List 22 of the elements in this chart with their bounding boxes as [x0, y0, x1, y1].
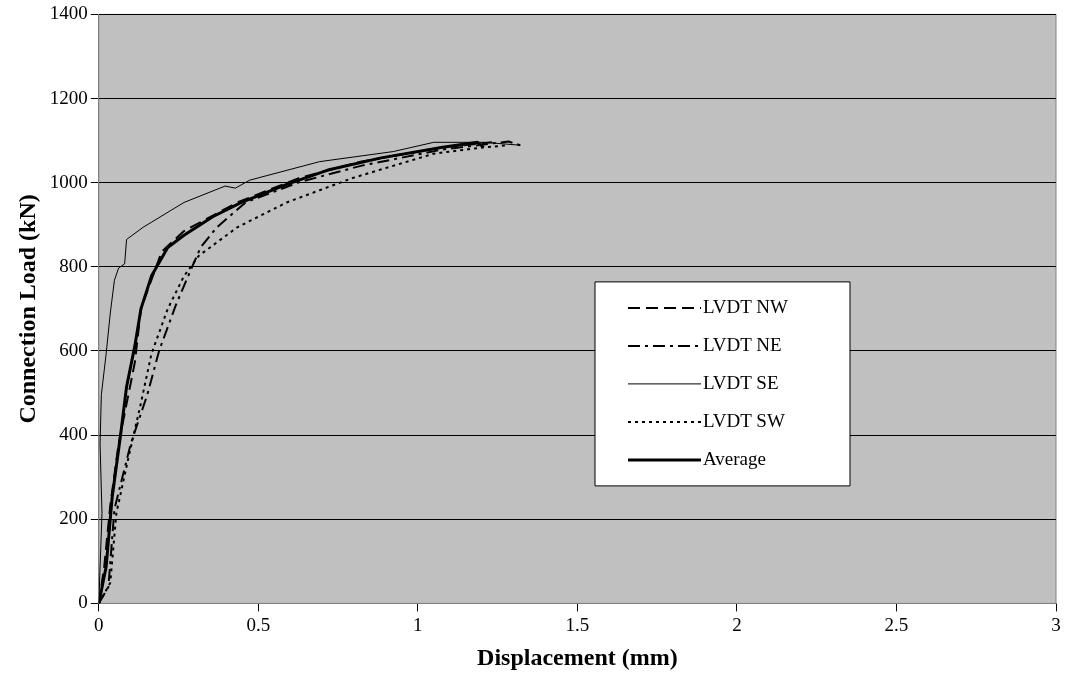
legend-label: LVDT SW — [703, 409, 785, 431]
y-tick-label: 200 — [59, 507, 88, 529]
y-tick-label: 1200 — [49, 86, 88, 108]
legend-label: LVDT NW — [703, 295, 789, 317]
y-tick-label: 800 — [59, 254, 88, 276]
x-tick-label: 1.5 — [565, 613, 590, 635]
x-tick-label: 2.5 — [884, 613, 909, 635]
y-axis-title: Connection Load (kN) — [13, 194, 40, 424]
x-tick-label: 0 — [94, 613, 104, 635]
x-tick-label: 1 — [413, 613, 423, 635]
x-tick-label: 3 — [1051, 613, 1061, 635]
x-tick-label: 2 — [732, 613, 742, 635]
y-tick-label: 600 — [59, 338, 88, 360]
legend-label: LVDT NE — [703, 333, 782, 355]
y-tick-label: 400 — [59, 423, 88, 445]
legend-label: LVDT SE — [703, 371, 779, 393]
legend-label: Average — [703, 447, 766, 469]
x-tick-label: 0.5 — [246, 613, 271, 635]
y-tick-label: 0 — [78, 591, 88, 613]
y-tick-label: 1000 — [49, 170, 88, 192]
x-axis-title: Displacement (mm) — [477, 643, 678, 670]
y-tick-label: 1400 — [49, 2, 88, 24]
